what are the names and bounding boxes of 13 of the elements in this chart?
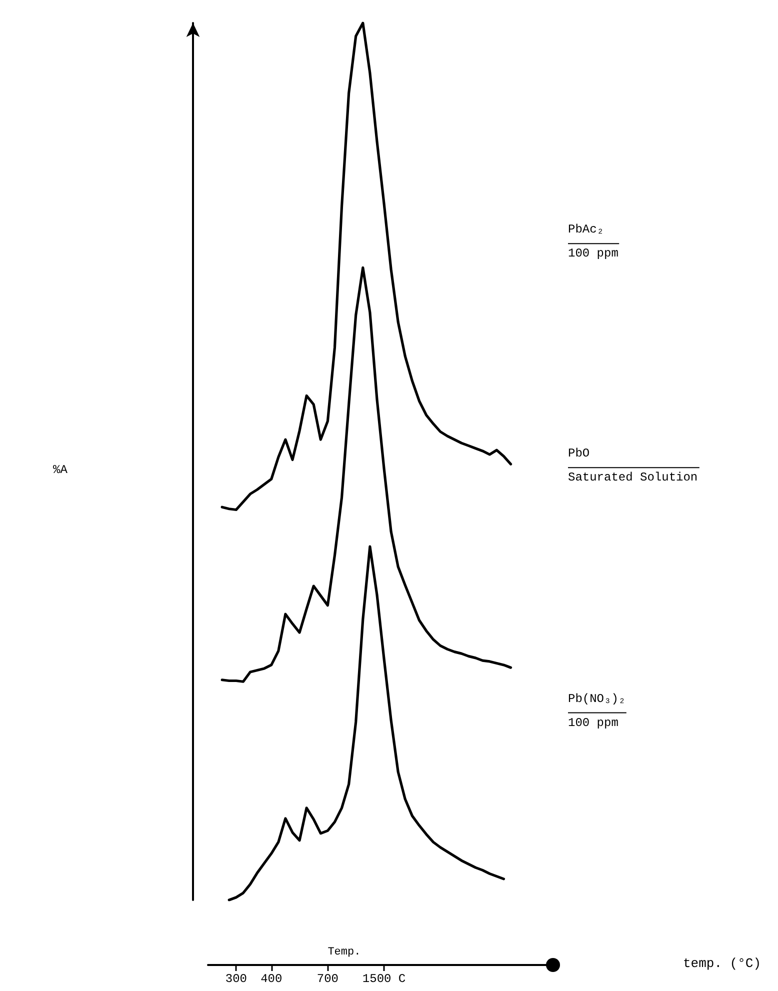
- text: Pb(NO₃)₂: [568, 692, 626, 706]
- text: PbAc₂: [568, 222, 604, 237]
- x-tick-label: 300: [225, 972, 247, 986]
- text: Saturated Solution: [568, 470, 698, 485]
- text: Temp.: [328, 946, 361, 958]
- text: temp. (°C): [683, 956, 762, 971]
- text: PbO: [568, 446, 590, 461]
- text: %A: [53, 463, 68, 477]
- x-tick-label: 400: [260, 972, 282, 986]
- x-tick-label: 700: [316, 972, 338, 986]
- x-tick-label: 1500 C: [362, 972, 406, 986]
- text: 100 ppm: [568, 246, 618, 261]
- text: 100 ppm: [568, 716, 618, 730]
